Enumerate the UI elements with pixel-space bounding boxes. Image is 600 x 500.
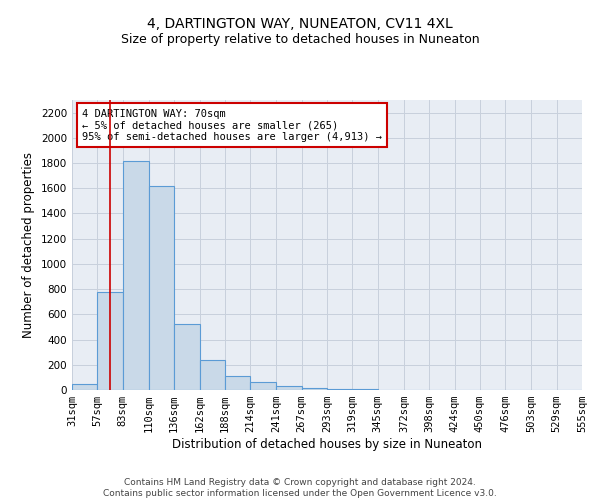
Bar: [174, 324, 200, 390]
Bar: [97, 292, 122, 390]
Bar: [72, 384, 97, 390]
Text: Contains HM Land Registry data © Crown copyright and database right 2024.
Contai: Contains HM Land Registry data © Crown c…: [103, 478, 497, 498]
Bar: [250, 382, 277, 390]
Bar: [122, 160, 149, 390]
X-axis label: Distribution of detached houses by size in Nuneaton: Distribution of detached houses by size …: [172, 438, 482, 451]
Bar: [199, 360, 225, 390]
Y-axis label: Number of detached properties: Number of detached properties: [22, 152, 35, 338]
Bar: [225, 376, 250, 390]
Text: 4 DARTINGTON WAY: 70sqm
← 5% of detached houses are smaller (265)
95% of semi-de: 4 DARTINGTON WAY: 70sqm ← 5% of detached…: [82, 108, 382, 142]
Bar: [149, 186, 174, 390]
Bar: [277, 386, 302, 390]
Text: 4, DARTINGTON WAY, NUNEATON, CV11 4XL: 4, DARTINGTON WAY, NUNEATON, CV11 4XL: [147, 18, 453, 32]
Bar: [302, 388, 327, 390]
Text: Size of property relative to detached houses in Nuneaton: Size of property relative to detached ho…: [121, 32, 479, 46]
Bar: [327, 389, 352, 390]
